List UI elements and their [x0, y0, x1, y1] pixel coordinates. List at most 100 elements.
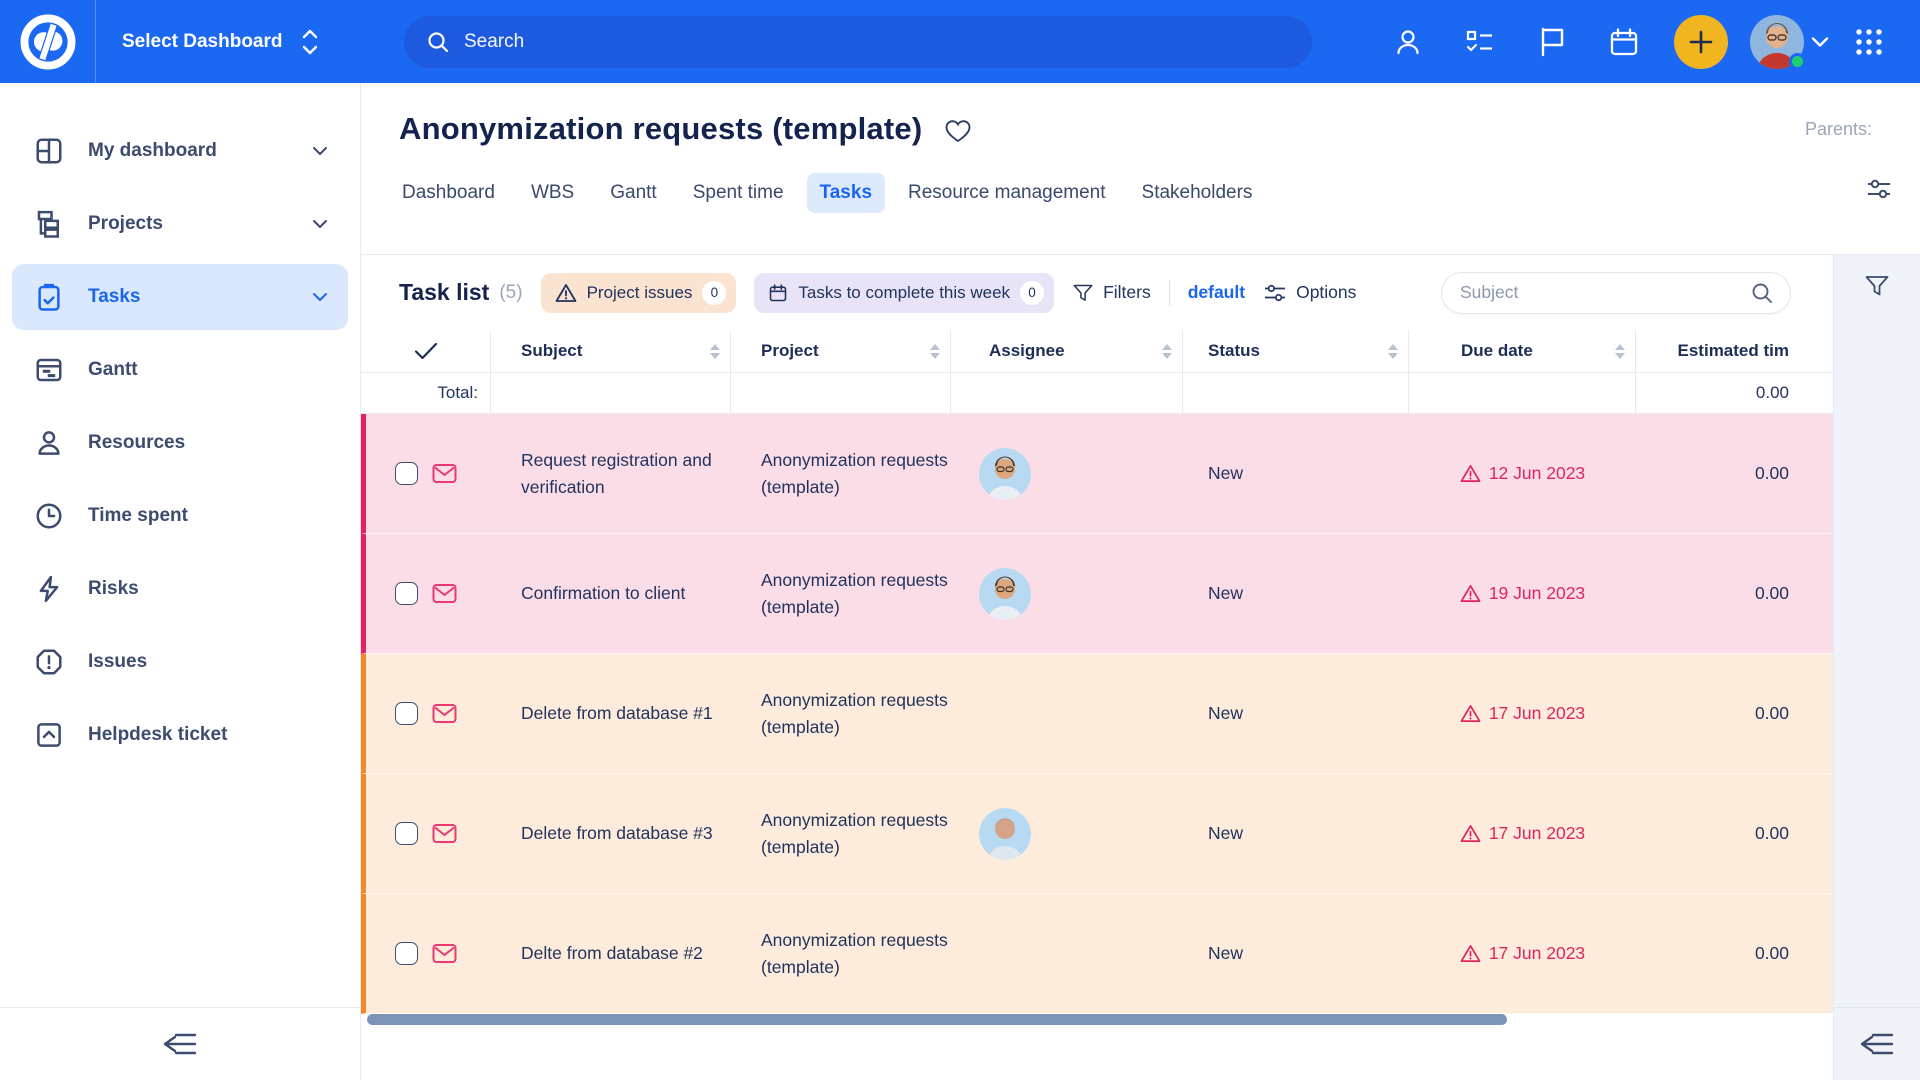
- tab-stakeholders[interactable]: Stakeholders: [1129, 173, 1266, 213]
- calendar-icon[interactable]: [1588, 0, 1660, 83]
- table-row[interactable]: Confirmation to client Anonymization req…: [361, 534, 1833, 654]
- dashboard-selector-label: Select Dashboard: [122, 30, 283, 52]
- row-checkbox[interactable]: [395, 822, 418, 845]
- search-icon[interactable]: [1750, 281, 1774, 305]
- helpdesk-icon: [34, 720, 64, 750]
- sort-arrows-icon[interactable]: [1388, 343, 1398, 359]
- assignee-avatar[interactable]: [979, 567, 1031, 620]
- sidebar-item-label: Issues: [88, 651, 148, 672]
- task-status: New: [1208, 583, 1244, 604]
- sidebar: My dashboard Projects: [0, 83, 361, 1080]
- sidebar-item-projects[interactable]: Projects: [12, 191, 348, 257]
- row-checkbox[interactable]: [395, 462, 418, 485]
- overdue-warning-icon: [1460, 585, 1481, 602]
- sort-arrows-icon[interactable]: [1162, 343, 1172, 359]
- tab-wbs[interactable]: WBS: [518, 173, 587, 213]
- sidebar-item-issues[interactable]: Issues: [12, 629, 348, 695]
- default-filter-link[interactable]: default: [1187, 282, 1246, 302]
- envelope-icon[interactable]: [432, 943, 457, 964]
- sidebar-item-resources[interactable]: Resources: [12, 410, 348, 476]
- task-project: Anonymization requests (template): [761, 450, 948, 497]
- task-due-date: 12 Jun 2023: [1488, 463, 1586, 484]
- task-estimated: 0.00: [1754, 823, 1789, 844]
- horizontal-scrollbar[interactable]: [367, 1014, 1507, 1025]
- favorite-heart-icon[interactable]: [944, 118, 972, 144]
- project-issues-pill[interactable]: Project issues 0: [540, 272, 737, 313]
- tasklist-icon[interactable]: [1444, 0, 1516, 83]
- sidebar-item-my-dashboard[interactable]: My dashboard: [12, 118, 348, 184]
- envelope-icon[interactable]: [432, 703, 457, 724]
- sort-arrows-icon[interactable]: [710, 343, 720, 359]
- column-header-due-date[interactable]: Due date: [1409, 330, 1636, 372]
- task-status: New: [1208, 703, 1244, 724]
- assignee-avatar[interactable]: [979, 807, 1031, 860]
- options-button[interactable]: Options: [1263, 282, 1356, 303]
- online-status-dot: [1789, 52, 1806, 70]
- sidebar-item-label: Helpdesk ticket: [88, 724, 228, 745]
- tab-gantt[interactable]: Gantt: [597, 173, 669, 213]
- column-header-subject[interactable]: Subject: [491, 330, 731, 372]
- lightning-icon: [34, 574, 64, 604]
- row-checkbox[interactable]: [395, 942, 418, 965]
- sidebar-item-label: Resources: [88, 432, 186, 453]
- column-header-assignee[interactable]: Assignee: [951, 330, 1183, 372]
- tab-resource-management[interactable]: Resource management: [895, 173, 1119, 213]
- dashboard-selector[interactable]: Select Dashboard: [110, 17, 331, 67]
- filters-label: Filters: [1103, 282, 1151, 302]
- envelope-icon[interactable]: [432, 823, 457, 844]
- user-avatar[interactable]: [1750, 14, 1806, 70]
- sidebar-item-gantt[interactable]: Gantt: [12, 337, 348, 403]
- rail-collapse-icon[interactable]: [1859, 1031, 1895, 1057]
- row-checkbox[interactable]: [395, 702, 418, 725]
- sidebar-collapse-icon[interactable]: [162, 1031, 198, 1057]
- subject-search-input[interactable]: [1460, 282, 1750, 303]
- topbar: Select Dashboard: [0, 0, 1920, 83]
- task-table: Subject Project Assignee Status Due date…: [361, 330, 1833, 1014]
- row-checkbox[interactable]: [395, 582, 418, 605]
- task-estimated: 0.00: [1754, 703, 1789, 724]
- select-all-check-icon[interactable]: [413, 341, 439, 361]
- task-subject: Confirmation to client: [521, 583, 686, 604]
- filters-button[interactable]: Filters: [1072, 282, 1151, 303]
- tasklist-toolbar: Task list (5) Project issues 0 Tasks to …: [361, 255, 1833, 330]
- apps-grid-icon[interactable]: [1840, 0, 1898, 83]
- task-due-date: 19 Jun 2023: [1488, 583, 1586, 604]
- sidebar-item-helpdesk-ticket[interactable]: Helpdesk ticket: [12, 702, 348, 768]
- tab-spent-time[interactable]: Spent time: [680, 173, 797, 213]
- sidebar-item-time-spent[interactable]: Time spent: [12, 483, 348, 549]
- profile-icon[interactable]: [1372, 0, 1444, 83]
- envelope-icon[interactable]: [432, 463, 457, 484]
- envelope-icon[interactable]: [432, 583, 457, 604]
- tab-tasks[interactable]: Tasks: [806, 173, 886, 213]
- column-header-estimated-time[interactable]: Estimated tim: [1677, 341, 1789, 360]
- app-logo[interactable]: [19, 13, 77, 71]
- table-row[interactable]: Delte from database #2 Anonymization req…: [361, 894, 1833, 1014]
- tasks-icon: [34, 282, 64, 312]
- rail-filter-icon[interactable]: [1864, 274, 1890, 298]
- task-subject: Delete from database #1: [521, 703, 713, 724]
- table-row[interactable]: Delete from database #1 Anonymization re…: [361, 654, 1833, 774]
- task-project: Anonymization requests (template): [761, 930, 948, 977]
- sort-arrows-icon[interactable]: [1615, 343, 1625, 359]
- task-estimated: 0.00: [1754, 943, 1789, 964]
- avatar-chevron-down-icon[interactable]: [1810, 35, 1830, 49]
- tab-dashboard[interactable]: Dashboard: [389, 173, 508, 213]
- task-estimated: 0.00: [1754, 463, 1789, 484]
- table-row[interactable]: Delete from database #3 Anonymization re…: [361, 774, 1833, 894]
- table-row[interactable]: Request registration and verification An…: [361, 414, 1833, 534]
- assignee-avatar[interactable]: [979, 447, 1031, 500]
- sidebar-item-tasks[interactable]: Tasks: [12, 264, 348, 330]
- task-due-date: 17 Jun 2023: [1488, 703, 1586, 724]
- task-estimated: 0.00: [1754, 583, 1789, 604]
- sort-arrows-icon[interactable]: [930, 343, 940, 359]
- column-header-status[interactable]: Status: [1183, 330, 1409, 372]
- sidebar-item-risks[interactable]: Risks: [12, 556, 348, 622]
- flag-icon[interactable]: [1516, 0, 1588, 83]
- week-tasks-pill[interactable]: Tasks to complete this week 0: [754, 272, 1055, 313]
- parents-label: Parents:: [1804, 118, 1872, 139]
- chevron-updown-icon: [301, 27, 319, 57]
- column-header-project[interactable]: Project: [731, 330, 951, 372]
- add-new-button[interactable]: [1674, 14, 1728, 69]
- topbar-search-input[interactable]: [464, 31, 1290, 53]
- parents-settings-icon[interactable]: [1866, 178, 1892, 200]
